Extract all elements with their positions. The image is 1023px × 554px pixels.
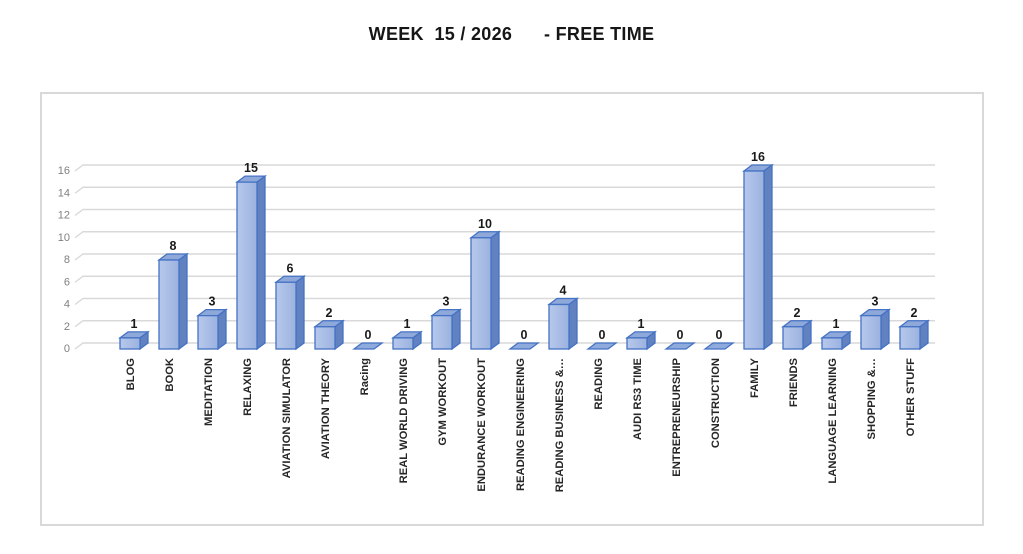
bar-3d: [625, 330, 657, 351]
bar-3d: [235, 174, 267, 351]
bar-3d: [898, 319, 930, 351]
bar-3d: [430, 308, 462, 351]
bar-3d: [274, 274, 306, 351]
category-label: REAL WORLD DRIVING: [398, 358, 410, 484]
bar-3d: [118, 330, 150, 351]
y-tick-label: 16: [58, 165, 70, 177]
category-label: READING BUSINESS &…: [554, 358, 566, 492]
value-label: 1: [131, 317, 138, 331]
gridline: [74, 208, 935, 217]
value-label: 2: [794, 306, 801, 320]
value-label: 10: [478, 217, 492, 231]
value-label: 3: [872, 295, 879, 309]
value-label: 0: [521, 328, 528, 342]
bar-3d-zero: [703, 342, 735, 350]
gridline: [74, 164, 935, 172]
category-label: AVIATION SIMULATOR: [281, 358, 293, 478]
category-label: MEDITATION: [203, 358, 215, 426]
value-label: 0: [365, 328, 372, 342]
value-label: 2: [911, 306, 918, 320]
bar-3d: [742, 163, 774, 351]
bar-3d-zero: [508, 342, 540, 350]
y-tick-label: 12: [58, 210, 70, 222]
value-label: 0: [599, 328, 606, 342]
category-label: ENTREPRENEURSHIP: [671, 357, 683, 476]
value-label: 15: [244, 161, 258, 175]
gridline: [74, 275, 935, 283]
category-label: RELAXING: [242, 358, 254, 416]
category-label: OTHER STUFF: [905, 358, 917, 436]
y-tick-label: 8: [64, 254, 70, 266]
gridline: [74, 253, 935, 261]
category-label: CONSTRUCTION: [710, 358, 722, 448]
gridline: [74, 231, 935, 239]
y-tick-label: 14: [58, 187, 70, 199]
bar-3d: [781, 319, 813, 351]
y-tick-label: 10: [58, 232, 70, 244]
bar-3d: [196, 308, 228, 351]
bar-3d: [313, 319, 345, 351]
bar-chart-3d: 02468101214161BLOG8BOOK3MEDITATION15RELA…: [58, 150, 935, 492]
y-tick-label: 0: [64, 343, 70, 355]
category-label: READING: [593, 358, 605, 410]
chart-title: WEEK 15 / 2026 - FREE TIME: [368, 24, 655, 44]
category-label: SHOPPING &…: [866, 358, 878, 439]
gridline: [74, 320, 935, 328]
y-tick-label: 2: [64, 321, 70, 333]
bar-3d-zero: [586, 342, 618, 350]
bar-3d: [859, 308, 891, 351]
category-label: Racing: [359, 358, 371, 395]
category-label: READING ENGINEERING: [515, 358, 527, 491]
y-tick-label: 4: [64, 299, 70, 311]
category-label: FAMILY: [749, 357, 761, 398]
value-label: 4: [560, 284, 567, 298]
value-label: 2: [326, 306, 333, 320]
value-label: 3: [209, 295, 216, 309]
category-label: AUDI RS3 TIME: [632, 357, 644, 440]
category-label: GYM WORKOUT: [437, 358, 449, 446]
bar-3d-zero: [664, 342, 696, 350]
bar-3d: [391, 330, 423, 351]
gridline: [74, 297, 935, 306]
category-label: BLOG: [125, 358, 137, 391]
bar-3d: [547, 297, 579, 351]
value-label: 0: [677, 328, 684, 342]
value-label: 1: [638, 317, 645, 331]
bar-3d: [157, 252, 189, 351]
value-label: 16: [751, 150, 765, 164]
bar-3d: [469, 230, 501, 351]
category-label: BOOK: [164, 358, 176, 392]
value-label: 0: [716, 328, 723, 342]
category-label: LANGUAGE LEARNING: [827, 358, 839, 484]
bar-3d: [820, 330, 852, 351]
value-label: 3: [443, 295, 450, 309]
value-label: 1: [833, 317, 840, 331]
value-label: 6: [287, 261, 294, 275]
category-label: ENDURANCE WORKOUT: [476, 358, 488, 492]
y-tick-label: 6: [64, 276, 70, 288]
value-label: 8: [170, 239, 177, 253]
bar-3d-zero: [352, 342, 384, 350]
gridline: [74, 186, 935, 194]
category-label: AVIATION THEORY: [320, 357, 332, 459]
value-label: 1: [404, 317, 411, 331]
chart-frame: 0 2 4 6 8 10 12 14 16 1 BLOG 8 BOOK 3 MEDITATION 15 RELA…: [40, 92, 984, 526]
category-label: FRIENDS: [788, 357, 800, 407]
